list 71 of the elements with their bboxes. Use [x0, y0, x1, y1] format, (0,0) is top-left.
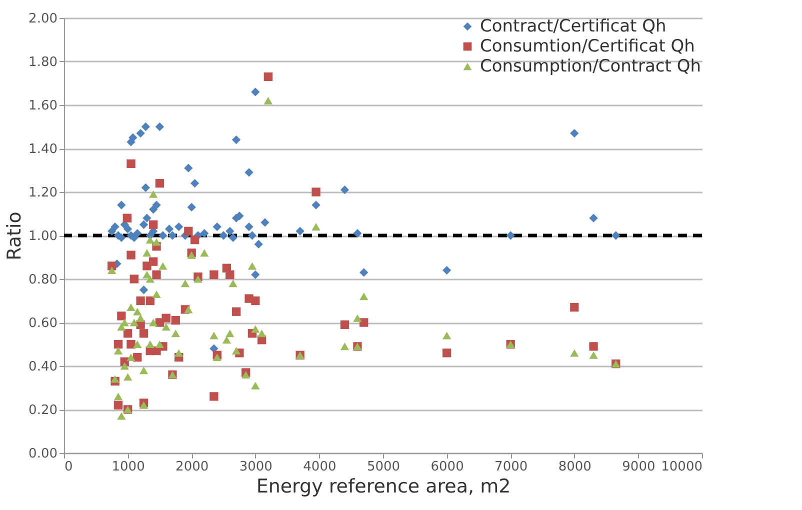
- point: [312, 200, 320, 210]
- point: [152, 200, 161, 210]
- x-tick-label: 6000: [430, 460, 464, 474]
- legend-label: Consumption/Contract Qh: [480, 56, 702, 76]
- point: [226, 226, 234, 236]
- point: [155, 122, 164, 132]
- y-tick-label: 0.80: [28, 272, 58, 288]
- x-tick-label: 3000: [239, 460, 272, 474]
- legend-label: Consumtion/Certificat Qh: [480, 36, 695, 56]
- point: [133, 228, 142, 238]
- point: [353, 228, 362, 238]
- x-tick-label: 5000: [366, 460, 400, 474]
- x-tick-label: 0: [64, 460, 73, 474]
- x-tick-label: 7000: [494, 460, 528, 474]
- point: [254, 240, 263, 249]
- point: [164, 224, 174, 234]
- point: [190, 178, 200, 188]
- point: [228, 233, 238, 242]
- point: [612, 231, 620, 240]
- y-tick-label: 1.80: [28, 55, 58, 70]
- point: [360, 268, 368, 277]
- point: [141, 183, 150, 192]
- x-tick-label: 4000: [303, 460, 336, 474]
- y-tick-label: 2.00: [28, 12, 58, 26]
- y-tick-label: 1.40: [28, 142, 58, 157]
- point: [570, 128, 579, 138]
- point: [442, 266, 452, 275]
- point: [128, 133, 138, 142]
- point: [244, 222, 254, 232]
- x-axis-title: Energy reference area, m2: [256, 476, 511, 498]
- y-tick-label: 0.00: [28, 446, 58, 462]
- y-tick-label: 1.00: [28, 229, 58, 244]
- point: [142, 214, 152, 222]
- y-tick-label: 1.60: [28, 98, 58, 114]
- point: [506, 231, 515, 240]
- point: [139, 220, 148, 229]
- point: [187, 202, 196, 212]
- point: [248, 231, 257, 240]
- x-tick-label: 9000: [622, 460, 656, 474]
- point: [136, 128, 145, 138]
- point: [200, 228, 209, 238]
- y-tick-label: 1.20: [28, 186, 58, 200]
- x-tick-label: 1000: [112, 460, 145, 474]
- point: [340, 185, 350, 194]
- point: [251, 270, 260, 279]
- point: [184, 164, 193, 172]
- point: [158, 231, 168, 240]
- point: [219, 231, 228, 240]
- x-tick-label: 2000: [176, 460, 209, 474]
- point: [168, 231, 177, 240]
- point: [589, 214, 598, 222]
- point: [260, 218, 270, 227]
- y-tick-label: 0.60: [28, 316, 58, 331]
- point: [244, 168, 254, 177]
- y-tick-label: 0.20: [28, 403, 58, 418]
- point: [123, 224, 132, 234]
- point: [212, 222, 222, 232]
- point: [141, 122, 150, 132]
- x-tick-label: 8000: [558, 460, 592, 474]
- point: [174, 222, 184, 232]
- point: [232, 135, 241, 144]
- point: [139, 286, 148, 294]
- x-tick-label: 10000: [661, 460, 702, 474]
- y-tick-label: 0.40: [28, 360, 58, 374]
- legend-label: Contract/Certificat Qh: [480, 16, 666, 36]
- y-axis-title: Ratio: [4, 212, 26, 260]
- point: [117, 200, 126, 210]
- point: [251, 88, 260, 96]
- point: [296, 226, 304, 236]
- point: [110, 222, 120, 232]
- point: [148, 205, 158, 214]
